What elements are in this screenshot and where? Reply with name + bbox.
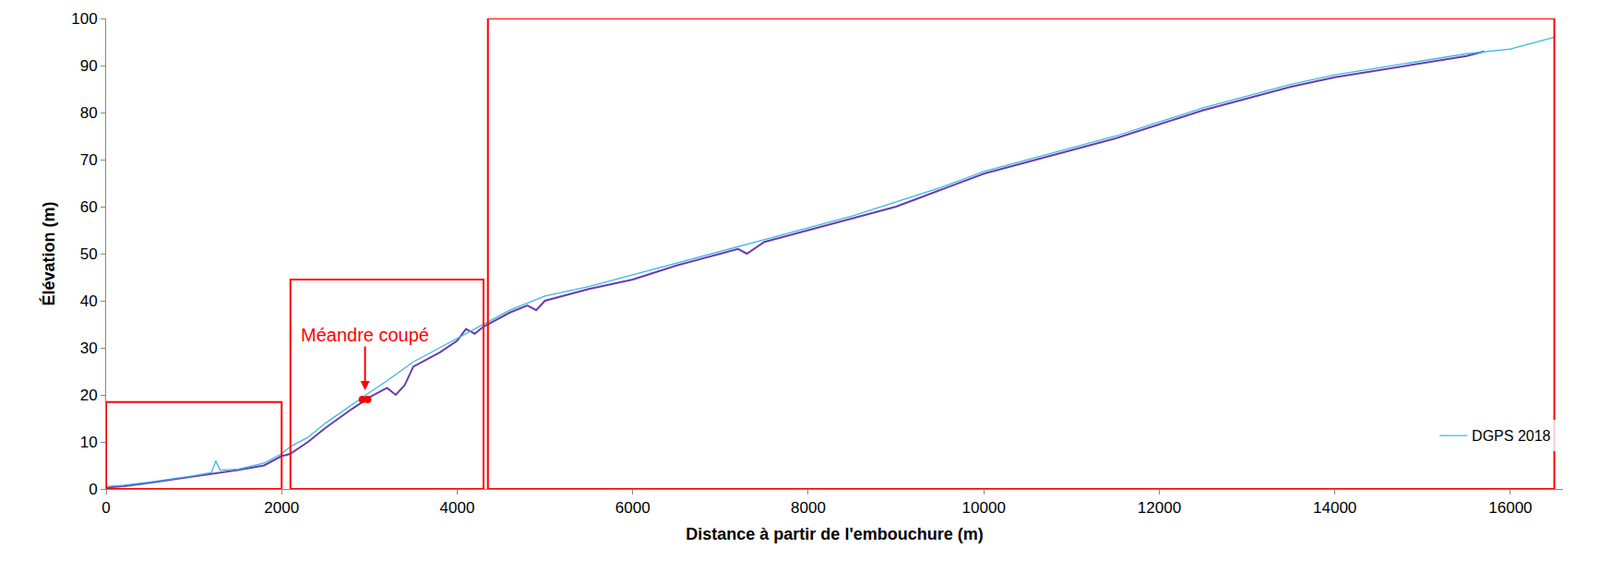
svg-text:12000: 12000 [1137,499,1182,517]
svg-text:0: 0 [88,480,97,499]
svg-text:Distance à partir de l'embouch: Distance à partir de l'embouchure (m) [685,525,983,544]
svg-text:16000: 16000 [1488,499,1532,517]
svg-text:8000: 8000 [790,499,826,517]
svg-text:14000: 14000 [1313,499,1357,517]
svg-text:10000: 10000 [962,499,1006,517]
svg-text:DGPS 2018: DGPS 2018 [1471,428,1551,444]
svg-text:6000: 6000 [615,499,651,517]
svg-text:100: 100 [71,10,97,28]
svg-text:20: 20 [80,386,98,405]
svg-text:10: 10 [80,433,98,452]
svg-text:70: 70 [80,151,98,169]
svg-text:90: 90 [80,57,98,75]
svg-text:Élévation (m): Élévation (m) [38,201,59,306]
svg-text:4000: 4000 [440,499,476,517]
svg-text:2000: 2000 [263,499,299,517]
svg-text:60: 60 [80,198,98,216]
svg-text:50: 50 [80,245,98,263]
svg-text:Méandre coupé: Méandre coupé [300,324,430,346]
svg-text:30: 30 [80,339,98,358]
svg-text:40: 40 [80,292,98,311]
svg-text:80: 80 [80,104,98,122]
svg-text:0: 0 [101,499,110,517]
